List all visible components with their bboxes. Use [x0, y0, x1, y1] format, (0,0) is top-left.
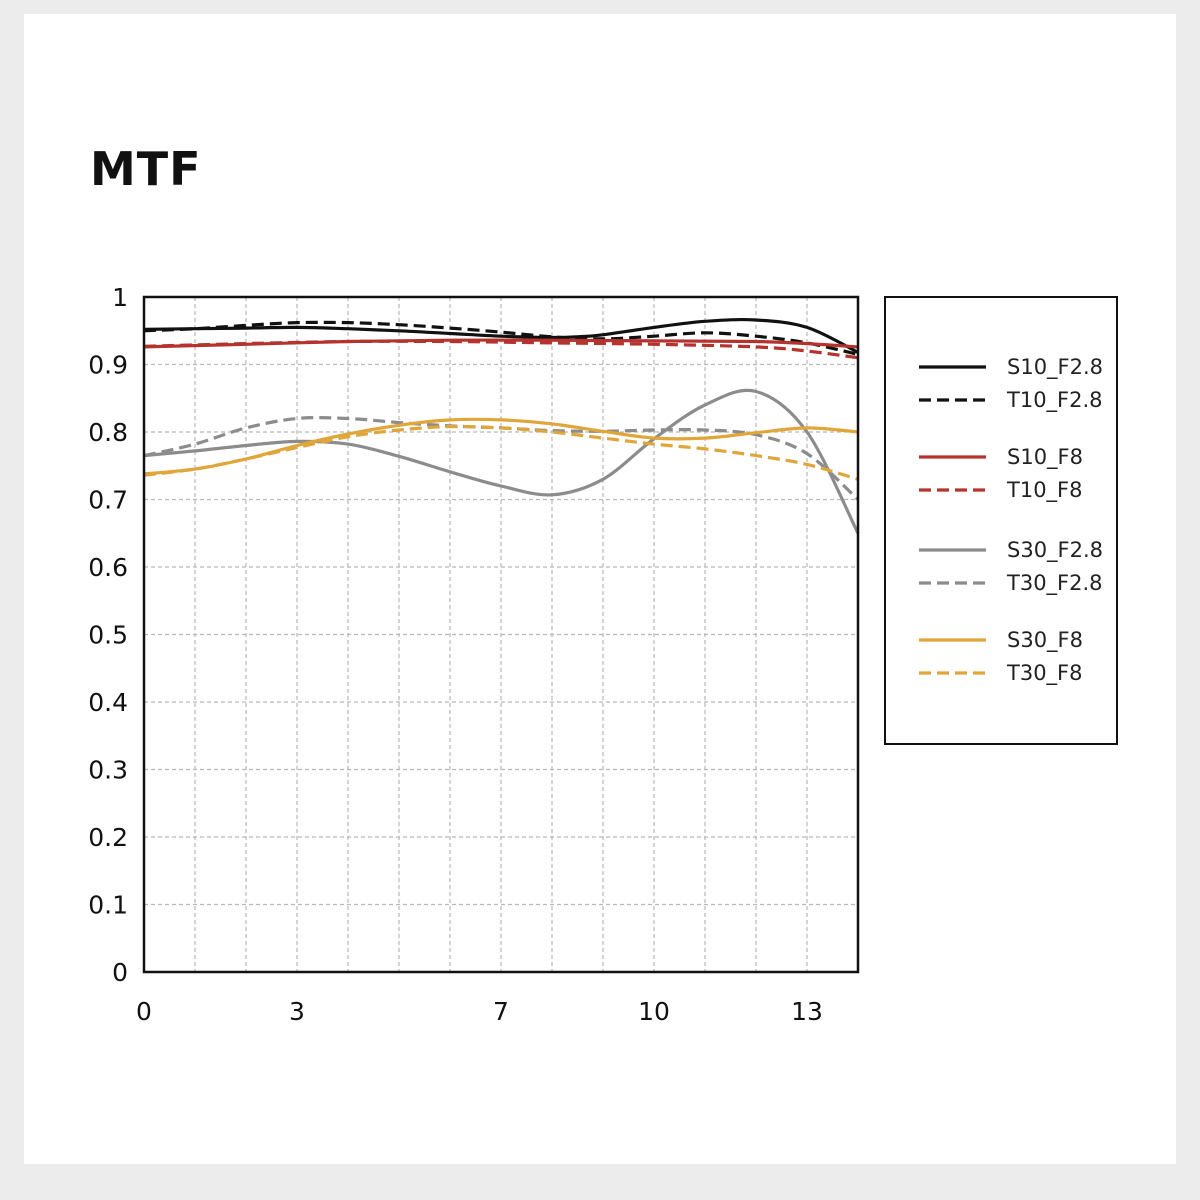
legend: S10_F2.8 T10_F2.8 S10_F8 T10_F8 S30_F2.8 T30_… [884, 296, 1118, 745]
legend-label: S30_F2.8 [1007, 538, 1103, 563]
series-line-t30-f8 [143, 424, 859, 481]
y-axis-ticks: 0 0.1 0.2 0.3 0.4 0.5 0.6 0.7 0.8 0.9 1 [88, 283, 128, 987]
y-tick-label: 0.9 [88, 351, 128, 380]
y-tick-label: 0.3 [88, 756, 128, 785]
legend-frame [884, 296, 1118, 745]
y-tick-label: 1 [112, 283, 128, 312]
y-tick-label: 0.6 [88, 553, 128, 582]
series-line-t10-f8 [143, 339, 859, 360]
series-line-s30-f2-8 [143, 388, 860, 535]
y-tick-label: 0 [112, 958, 128, 987]
y-tick-label: 0.8 [88, 418, 128, 447]
series-line-s10-f2-8 [143, 317, 859, 354]
y-tick-label: 0.5 [88, 621, 128, 650]
x-tick-label: 7 [493, 997, 509, 1026]
plot-frame [142, 295, 860, 974]
x-tick-label: 3 [289, 997, 305, 1026]
y-tick-label: 0.7 [88, 486, 128, 515]
series-line-t10-f2-8 [143, 320, 859, 356]
x-axis-ticks: 0 3 7 10 13 [136, 997, 823, 1026]
legend-label: T10_F2.8 [1006, 388, 1103, 413]
x-tick-label: 0 [136, 997, 152, 1026]
legend-label: T30_F2.8 [1006, 571, 1103, 596]
x-tick-label: 13 [791, 997, 823, 1026]
legend-label: S30_F8 [1007, 628, 1083, 653]
y-tick-label: 0.2 [88, 823, 128, 852]
chart-title: MTF [90, 142, 202, 196]
series-line-s10-f8 [143, 338, 859, 349]
legend-label: T10_F8 [1006, 478, 1083, 503]
y-tick-label: 0.4 [88, 688, 128, 717]
grid [144, 297, 858, 972]
x-tick-label: 10 [638, 997, 670, 1026]
legend-label: S10_F8 [1007, 445, 1083, 470]
y-tick-label: 0.1 [88, 891, 128, 920]
legend-label: S10_F2.8 [1007, 355, 1103, 380]
legend-label: T30_F8 [1006, 661, 1083, 686]
series-lines [143, 317, 860, 535]
